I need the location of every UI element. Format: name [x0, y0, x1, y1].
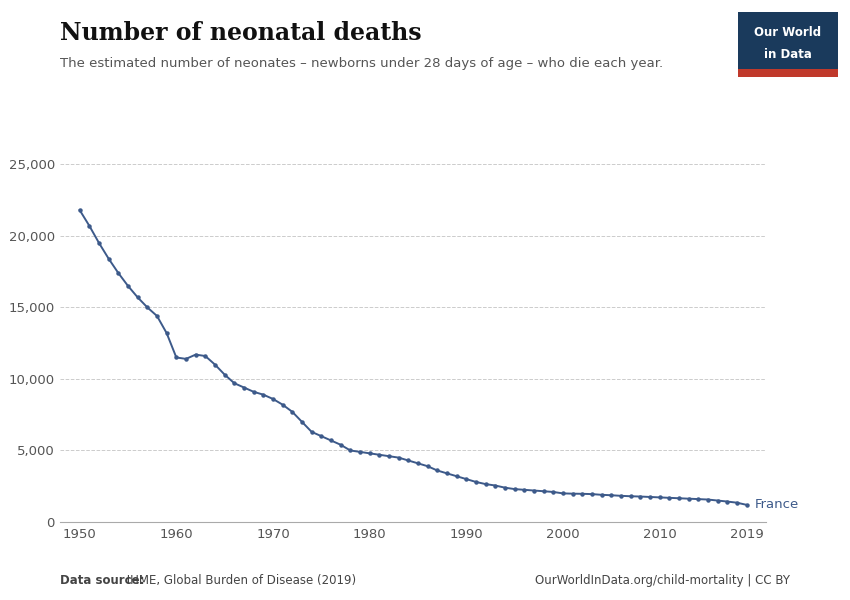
Text: Our World: Our World [755, 26, 821, 39]
Text: France: France [754, 499, 798, 511]
Text: in Data: in Data [764, 47, 812, 61]
Text: IHME, Global Burden of Disease (2019): IHME, Global Burden of Disease (2019) [123, 574, 356, 587]
Text: OurWorldInData.org/child-mortality | CC BY: OurWorldInData.org/child-mortality | CC … [535, 574, 790, 587]
Text: Data source:: Data source: [60, 574, 144, 587]
Text: Number of neonatal deaths: Number of neonatal deaths [60, 21, 422, 45]
Text: The estimated number of neonates – newborns under 28 days of age – who die each : The estimated number of neonates – newbo… [60, 57, 664, 70]
